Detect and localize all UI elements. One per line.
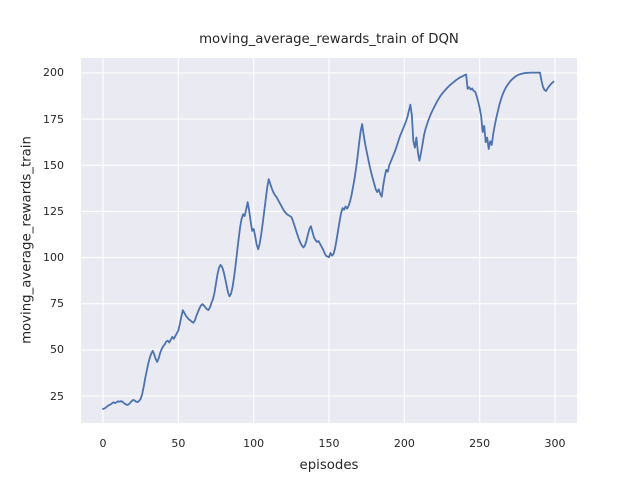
y-axis-label: moving_average_rewards_train	[19, 136, 35, 344]
y-tick-label: 50	[50, 343, 64, 357]
x-tick-label: 100	[243, 437, 265, 450]
y-tick-label: 25	[50, 389, 64, 403]
y-tick-label: 200	[43, 66, 64, 80]
x-tick-label: 250	[469, 437, 491, 450]
x-tick-label: 150	[318, 437, 340, 450]
y-tick-label: 100	[43, 251, 64, 265]
x-tick-label: 200	[393, 437, 415, 450]
y-tick-label: 175	[43, 112, 64, 126]
x-axis-label: episodes	[299, 458, 359, 473]
x-tick-label: 300	[544, 437, 566, 450]
x-tick-label: 50	[171, 437, 186, 450]
y-tick-label: 125	[43, 204, 64, 218]
plot-area	[81, 58, 577, 423]
y-tick-label: 150	[43, 158, 64, 172]
y-tick-label: 75	[50, 297, 64, 311]
line-chart-canvas	[81, 58, 577, 423]
chart-title: moving_average_rewards_train of DQN	[199, 32, 459, 47]
x-tick-label: 0	[99, 437, 107, 450]
data-line-series	[102, 71, 555, 410]
